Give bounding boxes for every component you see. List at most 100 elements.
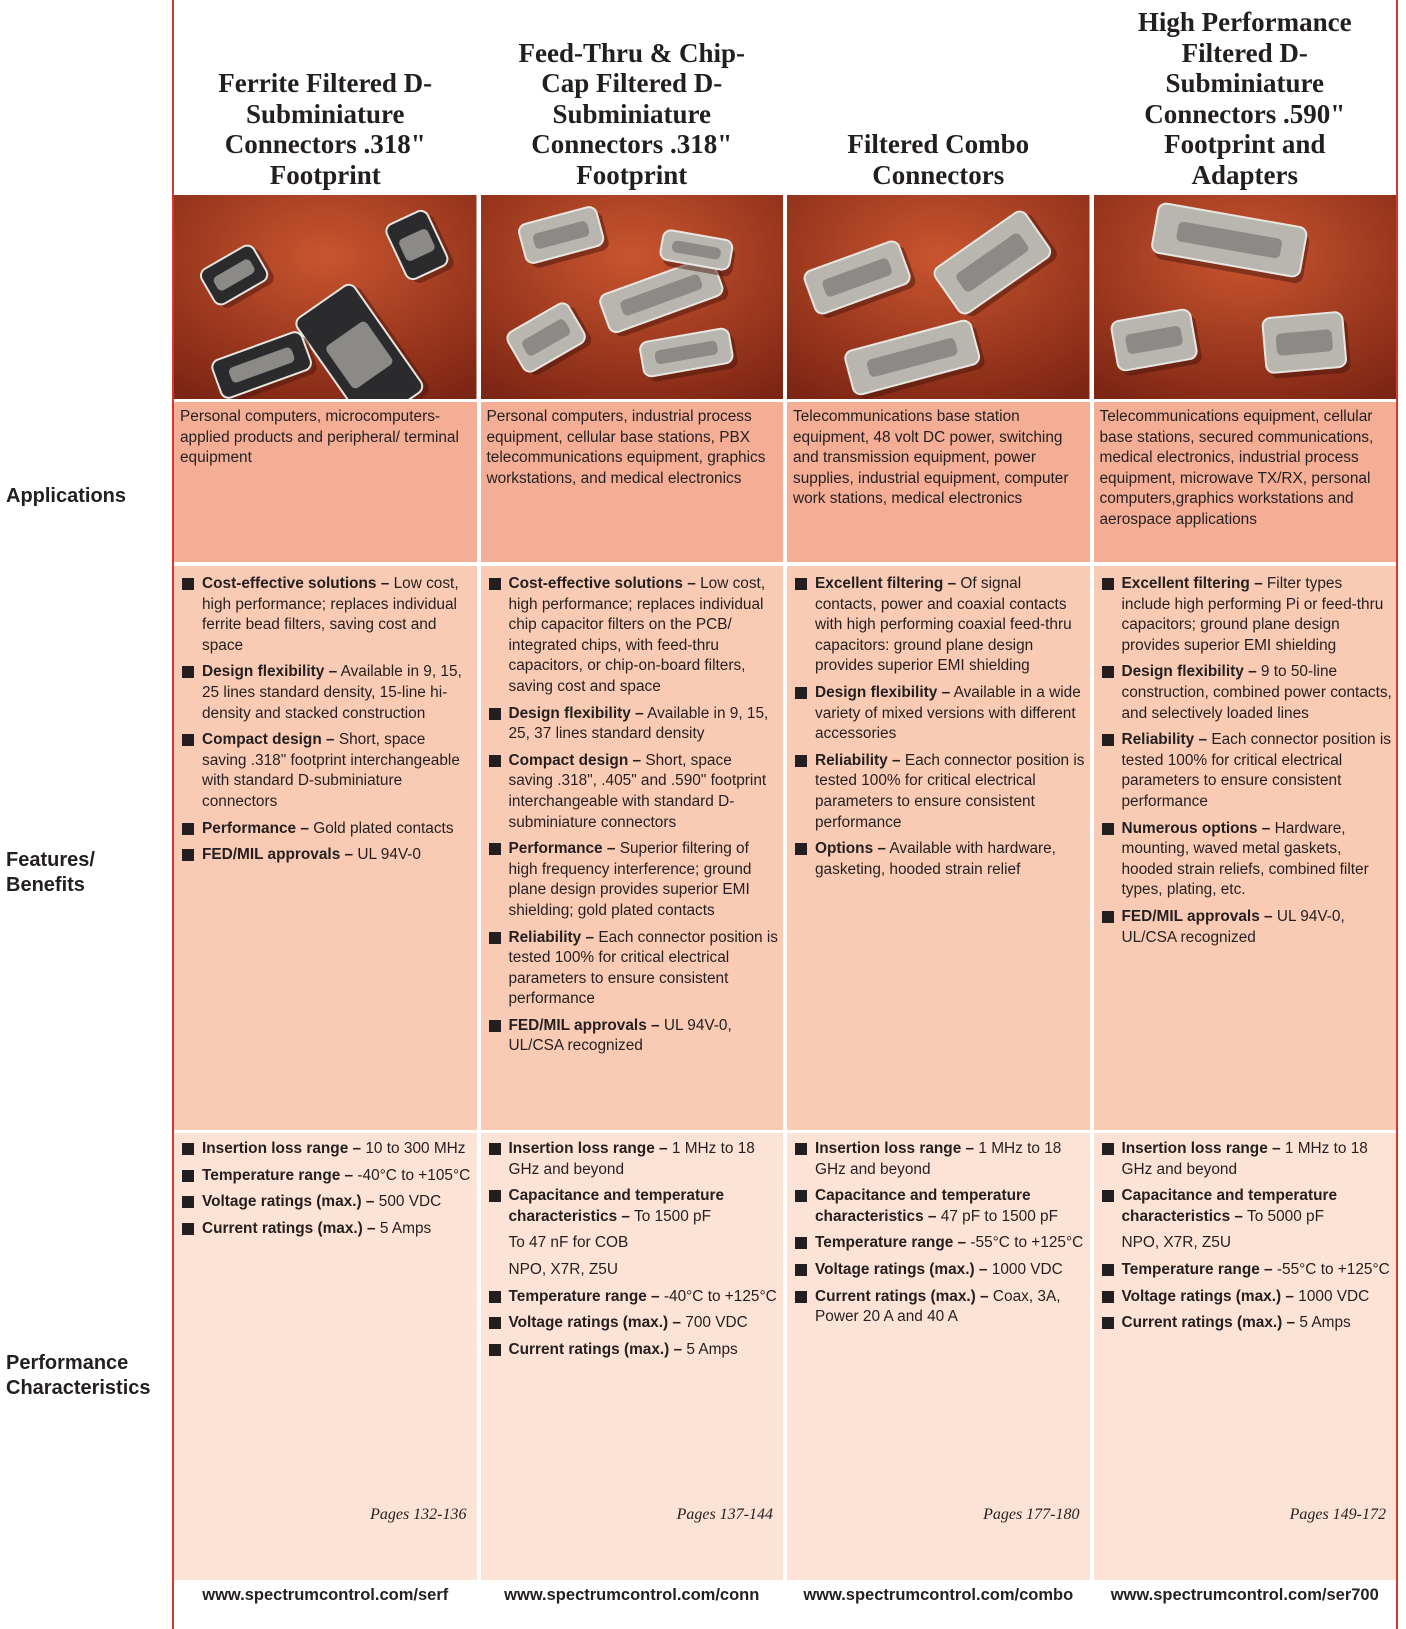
item-text: Current ratings (max.) – 5 Amps <box>1122 1313 1393 1334</box>
item-detail: 500 VDC <box>378 1193 442 1211</box>
item-detail: UL 94V-0, UL/CSA recognized <box>508 1016 732 1055</box>
bullet-item: Reliability – Each connector position is… <box>1100 730 1393 812</box>
performance-cell: Insertion loss range – 1 MHz to 18 GHz a… <box>1093 1133 1396 1580</box>
item-text: Voltage ratings (max.) – 500 VDC <box>202 1192 473 1213</box>
performance-cell: Insertion loss range – 1 MHz to 18 GHz a… <box>480 1133 783 1580</box>
row-label: Features/ Benefits <box>6 849 95 896</box>
bullet-item: Performance – Superior filtering of high… <box>487 839 780 921</box>
item-detail: Short, space saving .318" footprint inte… <box>202 731 460 810</box>
item-heading: Performance – <box>508 840 616 858</box>
bullet-item: Design flexibility – Available in a wide… <box>793 683 1086 745</box>
item-detail: Available in 9, 15, 25 lines standard de… <box>202 663 462 722</box>
bullet-item: Temperature range – -55°C to +125°C <box>793 1233 1086 1254</box>
features-cell: Cost-effective solutions – Low cost, hig… <box>174 566 477 1130</box>
item-heading: Voltage ratings (max.) – <box>1121 1287 1294 1305</box>
item-heading: Design flexibility – <box>508 704 644 722</box>
product-photo <box>174 195 477 428</box>
item-heading: Options – <box>815 840 886 858</box>
item-detail: Filter types include high performing Pi … <box>1121 575 1384 654</box>
column-title: Feed-Thru & Chip-Cap Filtered D-Subminia… <box>518 37 745 190</box>
item-heading: Insertion loss range – <box>1121 1140 1281 1157</box>
item-detail: Available with hardware, gasketing, hood… <box>815 840 1056 878</box>
item-text: Design flexibility – Available in 9, 15,… <box>509 704 780 745</box>
item-detail: Of signal contacts, power and coaxial co… <box>815 575 1072 675</box>
table-column: Feed-Thru & Chip-Cap Filtered D-Subminia… <box>480 0 783 1629</box>
item-detail: 10 to 300 MHz <box>365 1140 466 1157</box>
item-text: Design flexibility – Available in a wide… <box>815 683 1086 745</box>
item-detail: NPO, X7R, Z5U <box>508 1260 618 1278</box>
item-text: Excellent filtering – Of signal contacts… <box>815 574 1086 677</box>
bullet-item: Temperature range – -40°C to +105°C <box>180 1166 473 1187</box>
item-detail: Low cost, high performance; replaces ind… <box>202 575 459 654</box>
bullet-item: Capacitance and temperature characterist… <box>487 1186 780 1280</box>
item-detail: 1 MHz to 18 GHz and beyond <box>508 1140 755 1178</box>
item-heading: Design flexibility – <box>815 683 951 701</box>
bullet-item: Reliability – Each connector position is… <box>793 751 1086 833</box>
bullet-item: Insertion loss range – 1 MHz to 18 GHz a… <box>793 1139 1086 1180</box>
item-detail: -40°C to +125°C <box>663 1287 777 1305</box>
item-heading: Design flexibility – <box>202 663 338 681</box>
bullet-item: Temperature range – -55°C to +125°C <box>1100 1260 1393 1281</box>
item-heading: Compact design – <box>202 731 335 749</box>
url: www.spectrumcontrol.com/conn <box>504 1586 760 1604</box>
item-detail: To 47 nF for COB <box>508 1234 629 1252</box>
item-detail: Available in a wide variety of mixed ver… <box>815 683 1081 743</box>
url: www.spectrumcontrol.com/ser700 <box>1110 1586 1379 1604</box>
item-text: Reliability – Each connector position is… <box>1122 730 1393 812</box>
item-heading: Current ratings (max.) – <box>815 1287 989 1305</box>
item-text: Temperature range – -40°C to +125°C <box>509 1287 780 1308</box>
item-text: Excellent filtering – Filter types inclu… <box>1122 574 1393 656</box>
item-detail: Each connector position is tested 100% f… <box>508 928 779 1008</box>
bullet-item: Temperature range – -40°C to +125°C <box>487 1287 780 1308</box>
applications-cell: Telecommunications base station equipmen… <box>787 402 1090 562</box>
bullet-item: Voltage ratings (max.) – 1000 VDC <box>793 1260 1086 1281</box>
bullet-item: Options – Available with hardware, gaske… <box>793 839 1086 880</box>
item-text: Performance – Gold plated contacts <box>202 819 473 840</box>
bullet-item: Performance – Gold plated contacts <box>180 819 473 840</box>
bullet-item: Insertion loss range – 10 to 300 MHz <box>180 1139 473 1160</box>
bullet-item: Design flexibility – 9 to 50-line constr… <box>1100 662 1393 724</box>
page-reference: Pages 137-144 <box>676 1506 773 1523</box>
page-reference: Pages 132-136 <box>370 1506 467 1523</box>
features-cell: Excellent filtering – Filter types inclu… <box>1093 566 1396 1130</box>
bullet-item: Excellent filtering – Of signal contacts… <box>793 574 1086 677</box>
item-text: Voltage ratings (max.) – 1000 VDC <box>1122 1287 1393 1308</box>
product-photo <box>480 195 783 399</box>
bullet-item: Current ratings (max.) – 5 Amps <box>180 1219 473 1240</box>
item-heading: Reliability – <box>508 928 595 946</box>
item-text: Temperature range – -55°C to +125°C <box>815 1233 1086 1254</box>
item-heading: Temperature range – <box>815 1234 967 1252</box>
item-text: Reliability – Each connector position is… <box>509 928 780 1010</box>
item-text: Options – Available with hardware, gaske… <box>815 839 1086 880</box>
item-text: Capacitance and temperature characterist… <box>1122 1186 1393 1227</box>
item-detail: Hardware, mounting, waved metal gaskets,… <box>1121 819 1369 899</box>
item-text: Temperature range – -40°C to +105°C <box>202 1166 473 1187</box>
item-detail: Each connector position is tested 100% f… <box>815 751 1085 831</box>
item-heading: Numerous options – <box>1121 819 1271 837</box>
item-heading: Design flexibility – <box>1121 663 1257 681</box>
item-text: Capacitance and temperature characterist… <box>509 1186 780 1227</box>
item-text: Current ratings (max.) – Coax, 3A, Power… <box>815 1287 1086 1328</box>
item-detail: 5 Amps <box>379 1219 432 1237</box>
item-text: FED/MIL approvals – UL 94V-0, UL/CSA rec… <box>509 1016 780 1057</box>
item-heading: Excellent filtering – <box>815 575 957 592</box>
item-heading: Current ratings (max.) – <box>202 1219 376 1237</box>
item-heading: Capacitance and temperature characterist… <box>1121 1187 1338 1225</box>
item-text: Insertion loss range – 10 to 300 MHz <box>202 1139 473 1160</box>
table-column: Ferrite Filtered D-Subminiature Connecto… <box>174 0 477 1629</box>
item-heading: Voltage ratings (max.) – <box>202 1193 375 1211</box>
item-text: Capacitance and temperature characterist… <box>815 1186 1086 1227</box>
item-text: Cost-effective solutions – Low cost, hig… <box>202 574 473 656</box>
product-image <box>787 195 1090 400</box>
bullet-item: Capacitance and temperature characterist… <box>1100 1186 1393 1254</box>
item-heading: FED/MIL approvals – <box>1121 907 1273 925</box>
url: www.spectrumcontrol.com/serf <box>202 1586 449 1604</box>
bullet-item: Current ratings (max.) – 5 Amps <box>1100 1313 1393 1334</box>
item-text: Voltage ratings (max.) – 700 VDC <box>509 1313 780 1334</box>
item-detail: Coax, 3A, Power 20 A and 40 A <box>815 1287 1061 1326</box>
item-detail: Available in 9, 15, 25, 37 lines standar… <box>508 704 769 743</box>
item-detail: Low cost, high performance; replaces ind… <box>508 575 766 695</box>
column-title: High Performance Filtered D-Subminiature… <box>1137 7 1352 190</box>
applications-cell: Telecommunications equipment, cellular b… <box>1093 402 1396 562</box>
